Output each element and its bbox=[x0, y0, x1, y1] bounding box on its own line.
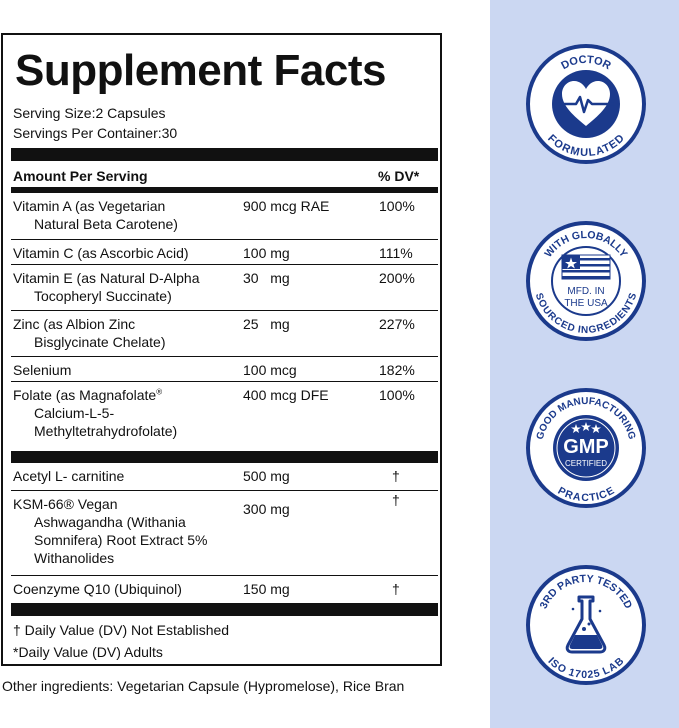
footnote-star: *Daily Value (DV) Adults bbox=[13, 644, 163, 660]
nutrient-row: Acetyl L- carnitine 500 mg † bbox=[11, 463, 438, 490]
gmp-certified-badge: GMP CERTIFIED GOOD MANUFACTURING PRACTIC… bbox=[526, 388, 646, 508]
nutrient-dv: 111% bbox=[379, 245, 413, 261]
nutrient-amount: 30 mg bbox=[243, 270, 290, 286]
nutrient-amount: 400 mcg DFE bbox=[243, 387, 329, 403]
nutrient-dv: † bbox=[392, 581, 400, 597]
nutrient-row: Folate (as Magnafolate® Calcium-L-5- Methy… bbox=[11, 381, 438, 452]
nutrient-name-cont: Withanolides bbox=[34, 550, 115, 566]
gmp-text: GMP bbox=[563, 436, 609, 458]
dv-header: % DV* bbox=[378, 168, 420, 184]
doctor-formulated-badge: DOCTOR FORMULATED bbox=[526, 44, 646, 164]
thick-divider bbox=[11, 148, 438, 161]
nutrient-amount: 300 mg bbox=[243, 501, 290, 517]
nutrient-dv: † bbox=[392, 492, 400, 508]
nutrient-name: Vitamin A (as Vegetarian bbox=[13, 198, 166, 214]
badge-ring bbox=[526, 221, 646, 341]
nutrient-amount: 100 mcg bbox=[243, 362, 297, 378]
nutrient-dv: 182% bbox=[379, 362, 415, 378]
nutrient-dv: 100% bbox=[379, 198, 415, 214]
supplement-facts-panel: Supplement Facts Serving Size:2 Capsules… bbox=[1, 33, 442, 666]
nutrient-name-cont: Methyltetrahydrofolate) bbox=[34, 423, 178, 439]
servings-per-container: Servings Per Container:30 bbox=[13, 125, 178, 141]
badge-top-text: DOCTOR bbox=[559, 54, 612, 72]
nutrient-name-cont: Natural Beta Carotene) bbox=[34, 216, 178, 232]
column-header: Amount Per Serving % DV* bbox=[13, 165, 431, 187]
nutrient-name-cont: Ashwagandha (Withania bbox=[34, 514, 186, 530]
amount-header: Amount Per Serving bbox=[13, 168, 148, 184]
nutrient-amount: 150 mg bbox=[243, 581, 290, 597]
serving-size: Serving Size:2 Capsules bbox=[13, 105, 166, 121]
usa-flag-icon bbox=[561, 254, 611, 280]
panel-title: Supplement Facts bbox=[15, 46, 386, 95]
nutrient-name: Zinc (as Albion Zinc bbox=[13, 316, 136, 332]
nutrient-amount: 900 mcg RAE bbox=[243, 198, 330, 214]
badge-bottom-text: PRACTICE bbox=[556, 485, 617, 504]
badge-ring bbox=[526, 388, 646, 508]
nutrient-amount: 500 mg bbox=[243, 468, 290, 484]
registered-mark: ® bbox=[156, 387, 163, 397]
nutrient-name-cont: Somnifera) Root Extract 5% bbox=[34, 532, 208, 548]
nutrient-amount: 25 mg bbox=[243, 316, 290, 332]
thick-divider bbox=[11, 451, 438, 463]
thick-divider bbox=[11, 603, 438, 616]
nutrient-name: Vitamin C (as Ascorbic Acid) bbox=[13, 245, 189, 261]
badge-ring bbox=[526, 565, 646, 685]
nutrient-name-cont: Tocopheryl Succinate) bbox=[34, 288, 172, 304]
nutrient-row: Vitamin A (as Vegetarian Natural Beta Car… bbox=[11, 193, 438, 239]
third-party-tested-badge: 3RD PARTY TESTED ISO 17025 LAB bbox=[526, 565, 646, 685]
nutrient-name: Selenium bbox=[13, 362, 72, 378]
nutrient-name: Acetyl L- carnitine bbox=[13, 468, 125, 484]
nutrient-row: Vitamin E (as Natural D-Alpha Tocopheryl … bbox=[11, 264, 438, 311]
nutrient-name: Vitamin E (as Natural D-Alpha bbox=[13, 270, 200, 286]
nutrient-name: Folate (as Magnafolate bbox=[13, 387, 157, 403]
nutrient-name-cont: Calcium-L-5- bbox=[34, 405, 115, 421]
footnote-dagger: † Daily Value (DV) Not Established bbox=[13, 622, 230, 638]
nutrient-row: Selenium 100 mcg 182% bbox=[11, 356, 438, 382]
nutrient-name: KSM-66® Vegan bbox=[13, 496, 118, 512]
nutrient-row: KSM-66® Vegan Ashwagandha (Withania Somnif… bbox=[11, 490, 438, 576]
usa-line2: THE USA bbox=[564, 298, 608, 309]
heartbeat-icon bbox=[558, 95, 614, 114]
made-in-usa-badge: MFD. IN THE USA WITH GLOBALLY SOURCED IN… bbox=[526, 221, 646, 341]
usa-line1: MFD. IN bbox=[567, 286, 604, 297]
badge-ring bbox=[526, 44, 646, 164]
nutrient-dv: † bbox=[392, 468, 400, 484]
nutrient-amount: 100 mg bbox=[243, 245, 290, 261]
badge-inner-ring bbox=[556, 418, 616, 478]
nutrient-row: Coenzyme Q10 (Ubiquinol) 150 mg † bbox=[11, 575, 438, 604]
certified-text: CERTIFIED bbox=[565, 459, 607, 468]
nutrient-name: Coenzyme Q10 (Ubiquinol) bbox=[13, 581, 182, 597]
nutrient-dv: 227% bbox=[379, 316, 415, 332]
nutrient-name-cont: Bisglycinate Chelate) bbox=[34, 334, 166, 350]
nutrient-row: Vitamin C (as Ascorbic Acid) 100 mg 111% bbox=[11, 239, 438, 265]
medium-divider bbox=[11, 187, 438, 193]
flask-icon bbox=[565, 595, 607, 654]
nutrient-dv: 100% bbox=[379, 387, 415, 403]
nutrient-row: Zinc (as Albion Zinc Bisglycinate Chelate… bbox=[11, 310, 438, 357]
other-ingredients: Other ingredients: Vegetarian Capsule (H… bbox=[2, 678, 405, 694]
stars-icon bbox=[571, 422, 601, 433]
nutrient-dv: 200% bbox=[379, 270, 415, 286]
badge-inner-circle bbox=[553, 415, 619, 481]
